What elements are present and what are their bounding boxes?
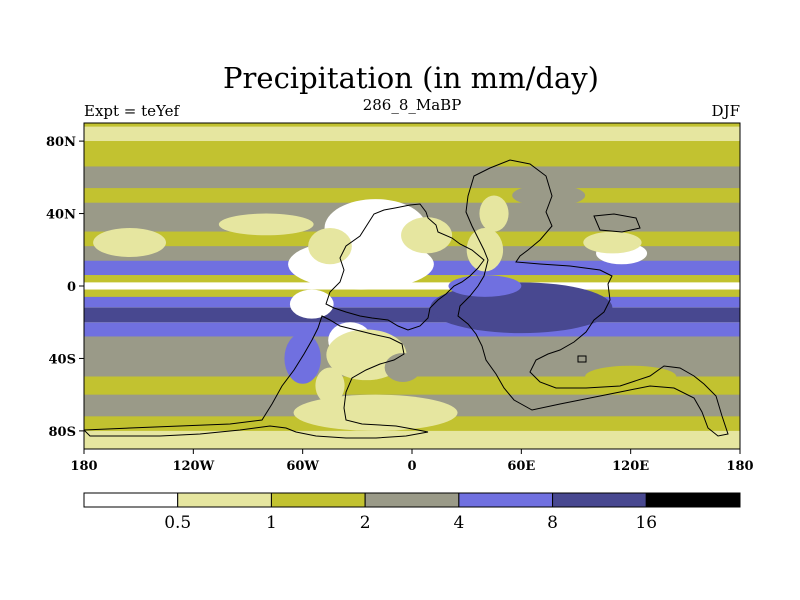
y-tick-label: 0: [67, 280, 76, 295]
americas-outline: [325, 203, 485, 331]
precip-band: [84, 166, 740, 189]
precip-patch: [448, 275, 522, 297]
continent-outlines: [84, 159, 729, 439]
precip-band: [84, 376, 740, 395]
y-tick-label: 40N: [46, 208, 76, 223]
precipitation-field: [84, 123, 740, 449]
precip-patch: [466, 228, 504, 272]
south-landmass-outline: [84, 315, 429, 439]
colorbar-label: 0.5: [164, 513, 191, 533]
precip-band: [84, 322, 740, 337]
precip-patch: [218, 213, 314, 236]
colorbar-label: 1: [266, 513, 277, 533]
colorbar-swatch: [645, 492, 741, 508]
precip-band: [84, 126, 740, 142]
x-tick-label: 60W: [286, 459, 319, 474]
precip-patch: [93, 228, 166, 258]
colorbar: 0.5 1 2 4 8 16: [83, 492, 741, 533]
x-tick-label: 180: [70, 459, 97, 474]
x-tick-label: 120E: [612, 459, 649, 474]
colorbar-swatch: [364, 492, 460, 508]
colorbar-swatch: [552, 492, 647, 508]
colorbar-label: 16: [635, 513, 657, 533]
colorbar-swatch: [177, 492, 272, 508]
colorbar-label: 2: [360, 513, 371, 533]
x-tick-label: 120W: [172, 459, 214, 474]
precip-patch: [479, 195, 509, 232]
precip-patch: [308, 228, 352, 265]
small-island-outline: [577, 355, 587, 363]
precip-band: [84, 282, 740, 290]
precip-band: [84, 296, 740, 308]
chart-title: Precipitation (in mm/day): [223, 61, 599, 95]
precip-band: [84, 289, 740, 297]
precip-patch: [585, 365, 677, 388]
precip-patch: [384, 353, 422, 382]
precip-band: [84, 307, 740, 323]
precip-patch: [401, 217, 453, 254]
left-label: Expt = teYef: [84, 102, 181, 120]
precip-band: [84, 430, 740, 449]
y-tick-label: 80S: [49, 425, 76, 440]
precip-patch: [293, 394, 458, 431]
x-tick-label: 0: [407, 459, 416, 474]
center-label: 286_8_MaBP: [363, 96, 462, 114]
precip-patch: [512, 184, 586, 207]
y-tick-label: 40S: [49, 352, 76, 367]
precip-patch: [583, 231, 642, 254]
precip-patch: [315, 367, 345, 404]
x-axis: 180 120W 60W 0 60E 120E 180: [70, 449, 754, 474]
precip-band: [84, 188, 740, 203]
x-tick-label: 60E: [507, 459, 535, 474]
x-tick-label: 180: [726, 459, 753, 474]
colorbar-label: 8: [547, 513, 558, 533]
y-tick-label: 80N: [46, 135, 76, 150]
eastern-landmass-outline: [457, 159, 729, 437]
precip-patch: [289, 289, 334, 319]
colorbar-swatch: [270, 492, 366, 508]
colorbar-swatch: [83, 492, 179, 508]
y-axis: 80N 40N 0 40S 80S: [46, 135, 84, 440]
northern-island-outline: [593, 213, 641, 233]
right-label: DJF: [712, 102, 740, 120]
colorbar-swatch: [458, 492, 554, 508]
colorbar-label: 4: [453, 513, 464, 533]
regional-patches: [93, 184, 677, 431]
precip-band: [84, 141, 740, 167]
